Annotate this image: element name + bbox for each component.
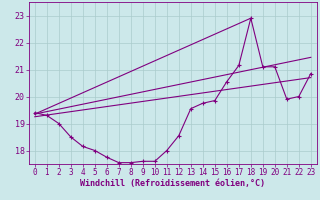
X-axis label: Windchill (Refroidissement éolien,°C): Windchill (Refroidissement éolien,°C) [80,179,265,188]
